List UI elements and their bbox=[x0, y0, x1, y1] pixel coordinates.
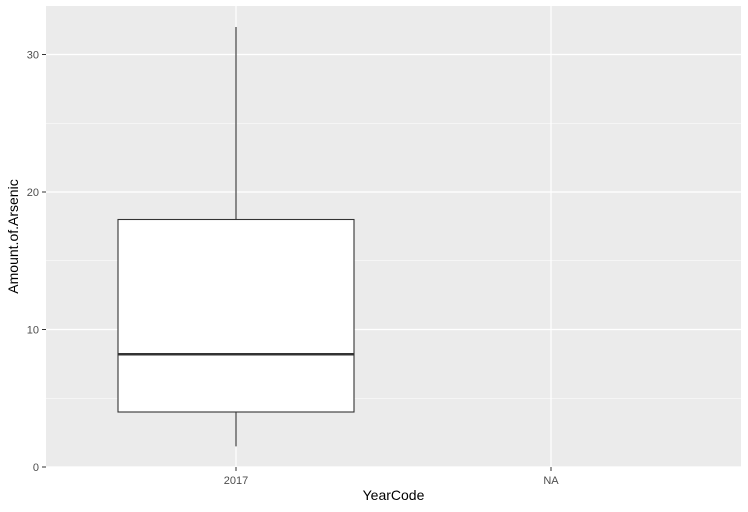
box bbox=[117, 218, 355, 413]
y-axis: 0 10 20 30 bbox=[27, 50, 46, 474]
x-axis: 2017 NA bbox=[224, 467, 559, 487]
y-axis-title: Amount.of.Arsenic bbox=[5, 179, 21, 293]
y-tick-label: 30 bbox=[27, 50, 39, 62]
box-layer bbox=[117, 27, 355, 447]
x-axis-title: YearCode bbox=[363, 487, 425, 503]
x-tick-label: NA bbox=[543, 475, 559, 487]
y-tick-label: 10 bbox=[27, 325, 39, 337]
y-tick-label: 0 bbox=[33, 462, 39, 474]
y-tick-label: 20 bbox=[27, 187, 39, 199]
x-tick-label: 2017 bbox=[224, 475, 248, 487]
